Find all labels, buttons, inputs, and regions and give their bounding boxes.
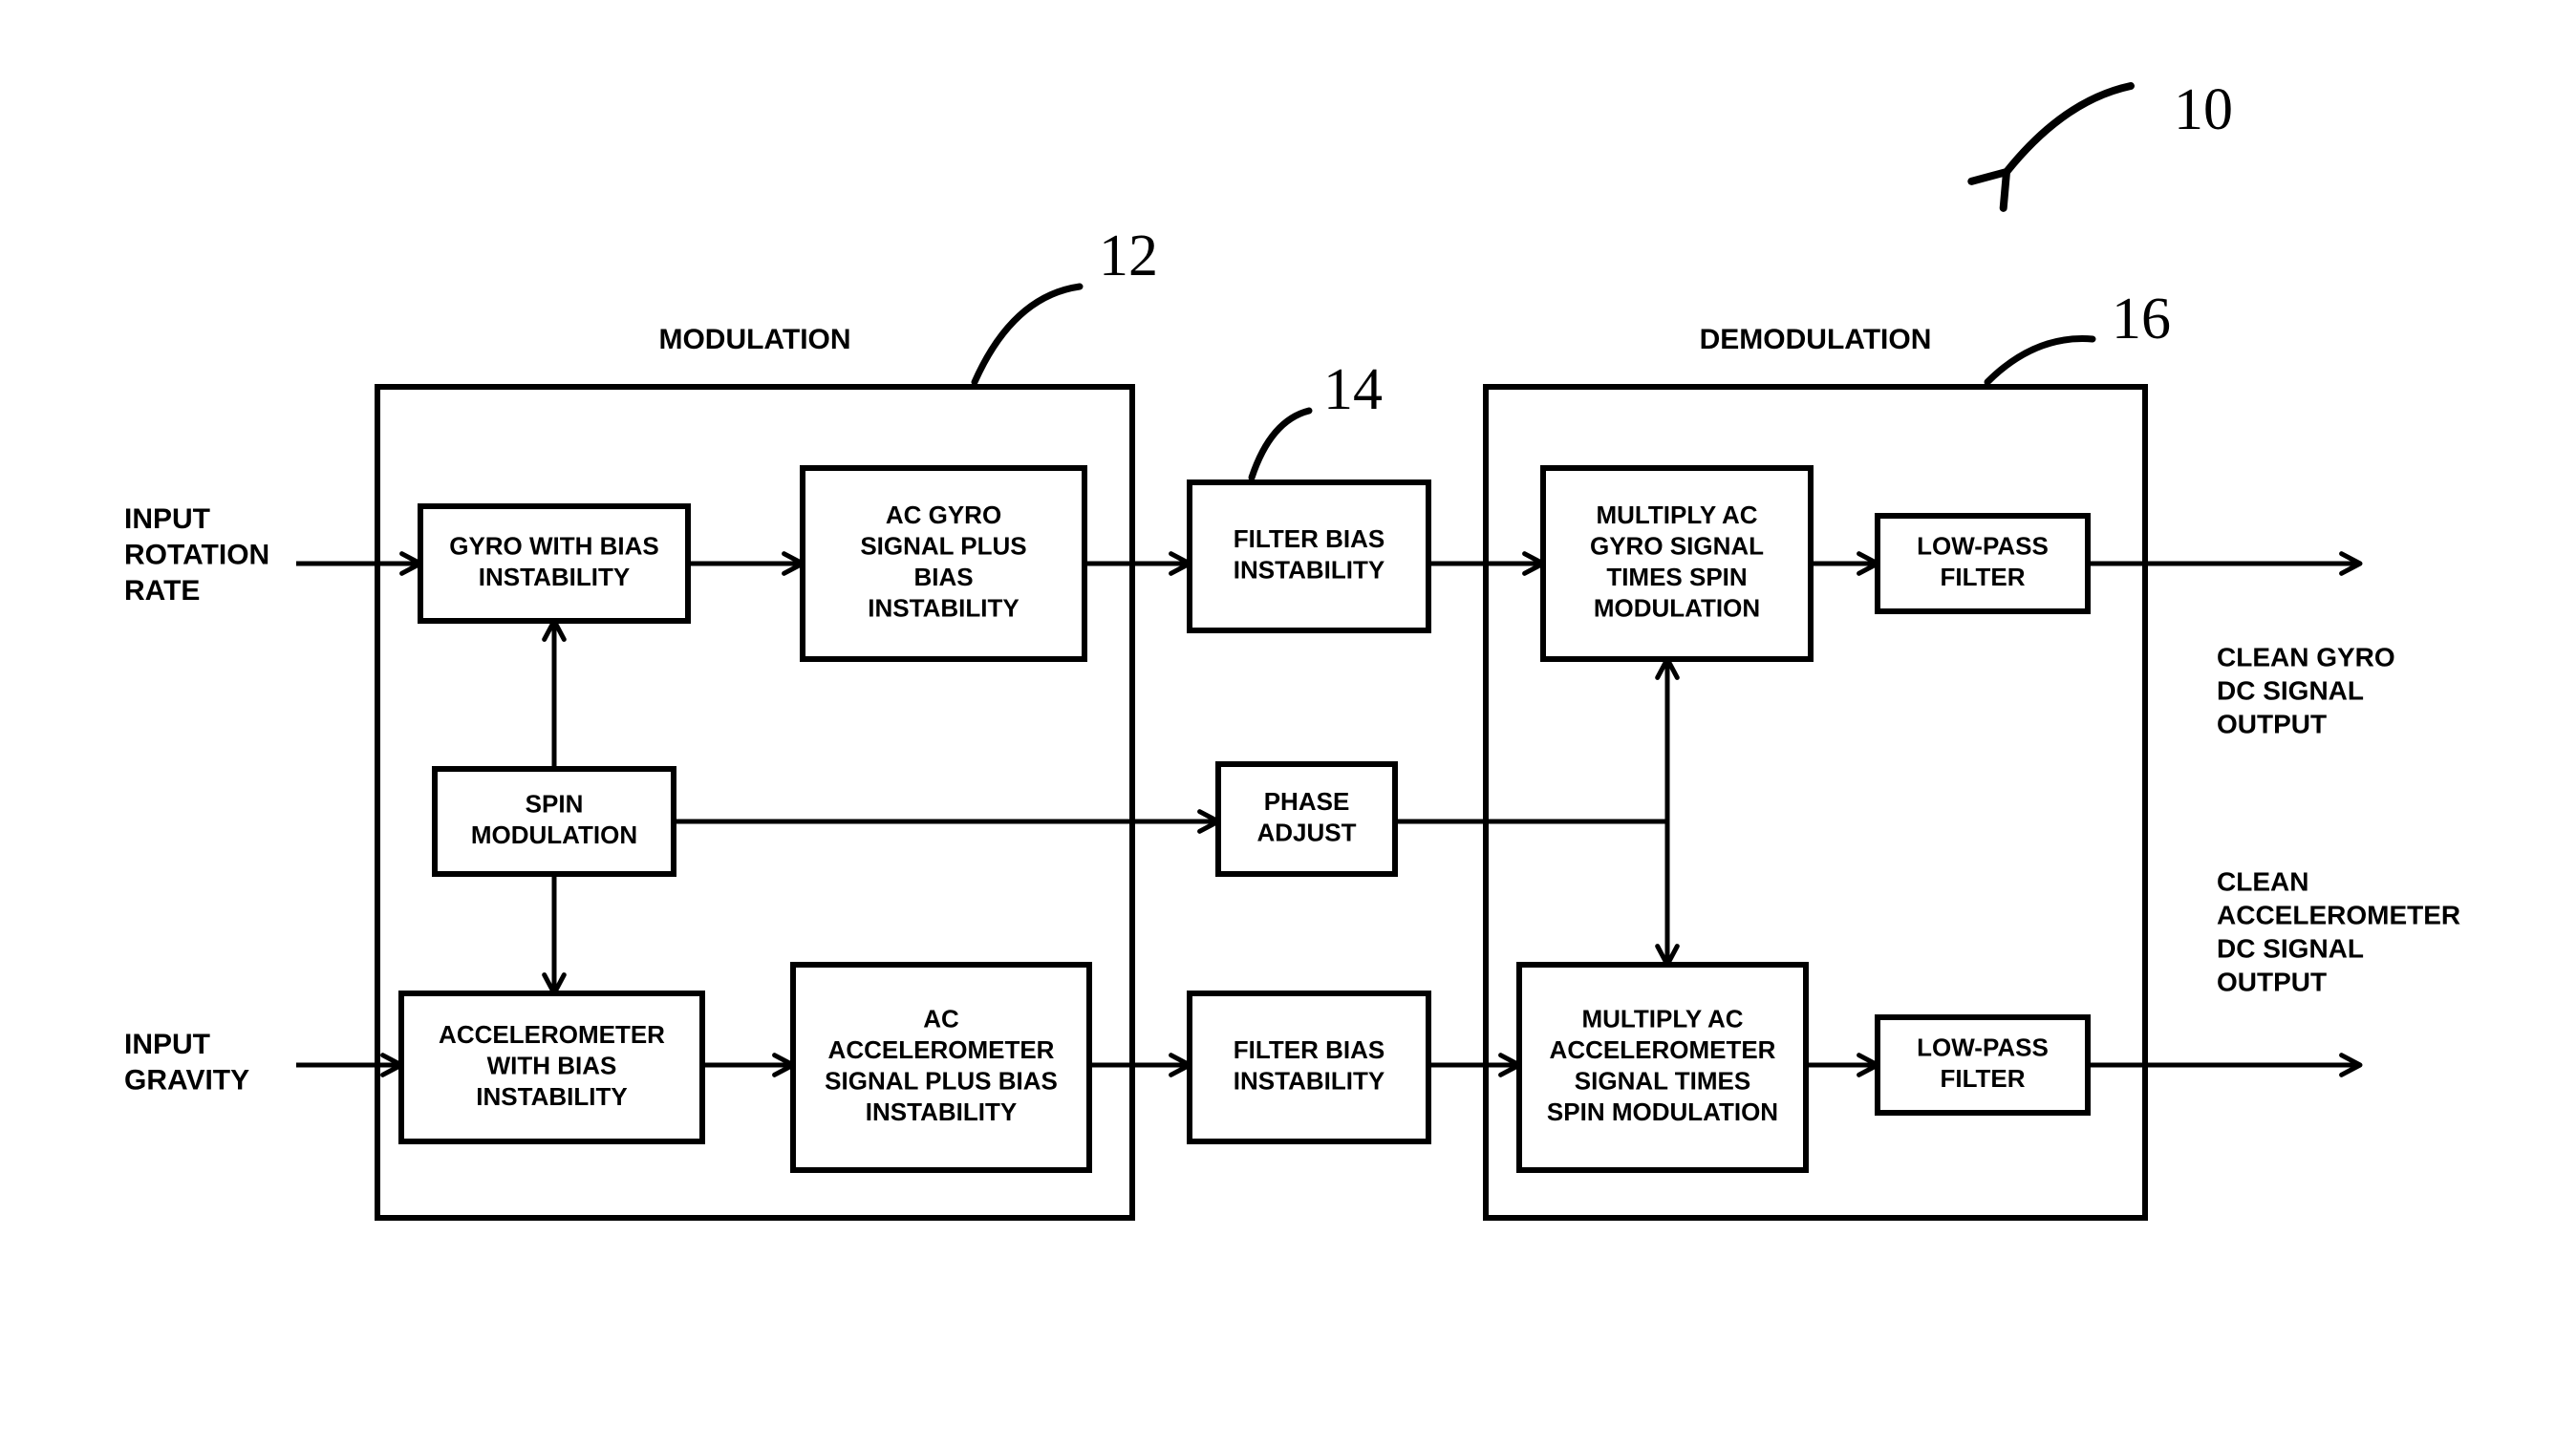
demodulation-frame-title: DEMODULATION	[1700, 324, 1932, 355]
input-rotation-label: INPUT	[124, 503, 210, 535]
lpfA-box-label: LOW-PASS	[1917, 1033, 2049, 1062]
output-gyro-label: DC SIGNAL	[2217, 675, 2364, 705]
lpfG-box-label: LOW-PASS	[1917, 532, 2049, 561]
accelBias-box-label: ACCELEROMETER	[439, 1020, 665, 1049]
ref-14: 14	[1323, 357, 1383, 422]
input-rotation-label: ROTATION	[124, 539, 269, 570]
spinMod-box-label: SPIN	[526, 790, 584, 819]
phaseAdj-box-label: PHASE	[1264, 787, 1350, 816]
output-gyro-label: CLEAN GYRO	[2217, 642, 2395, 671]
ref-10: 10	[2174, 77, 2233, 142]
multA-box-label: SPIN MODULATION	[1547, 1097, 1778, 1126]
input-gravity-label: GRAVITY	[124, 1064, 249, 1096]
accelBias-box-label: INSTABILITY	[476, 1082, 627, 1111]
acGyro-box-label: SIGNAL PLUS	[860, 532, 1026, 561]
output-accel-label: DC SIGNAL	[2217, 933, 2364, 963]
multA-box-label: ACCELEROMETER	[1550, 1035, 1776, 1064]
output-accel-label: CLEAN	[2217, 866, 2308, 896]
multG-box-label: MULTIPLY AC	[1596, 501, 1757, 529]
acAccel-box-label: INSTABILITY	[866, 1097, 1017, 1126]
acGyro-box-label: BIAS	[913, 563, 973, 591]
acGyro-box-label: AC GYRO	[886, 501, 1001, 529]
input-gravity-label: INPUT	[124, 1029, 210, 1060]
filterA-box-label: FILTER BIAS	[1234, 1035, 1385, 1064]
acAccel-box-label: ACCELEROMETER	[828, 1035, 1055, 1064]
ref-16: 16	[2112, 287, 2171, 352]
multA-box-label: SIGNAL TIMES	[1575, 1067, 1750, 1096]
spinMod-box-label: MODULATION	[471, 820, 637, 849]
output-accel-label: ACCELEROMETER	[2217, 900, 2460, 929]
accelBias-box-label: WITH BIAS	[487, 1051, 617, 1079]
filterA-box-label: INSTABILITY	[1234, 1067, 1385, 1096]
output-gyro-label: OUTPUT	[2217, 709, 2327, 738]
multA-box-label: MULTIPLY AC	[1581, 1005, 1743, 1033]
phaseAdj-box-label: ADJUST	[1256, 819, 1356, 847]
acAccel-box-label: SIGNAL PLUS BIAS	[825, 1067, 1058, 1096]
modulation-frame-title: MODULATION	[658, 324, 850, 355]
acGyro-box-label: INSTABILITY	[868, 594, 1019, 623]
output-accel-label: OUTPUT	[2217, 967, 2327, 996]
input-rotation-label: RATE	[124, 575, 200, 607]
diagram-canvas: MODULATIONDEMODULATIONGYRO WITH BIASINST…	[0, 0, 2576, 1449]
multG-box-label: TIMES SPIN	[1606, 563, 1747, 591]
filterG-box-label: INSTABILITY	[1234, 556, 1385, 585]
gyroBias-box-label: INSTABILITY	[479, 563, 630, 591]
acAccel-box-label: AC	[923, 1005, 959, 1033]
lpfG-box-label: FILTER	[1940, 563, 2025, 591]
ref-12: 12	[1099, 224, 1158, 288]
filterG-box-label: FILTER BIAS	[1234, 524, 1385, 553]
multG-box-label: GYRO SIGNAL	[1590, 532, 1764, 561]
lpfA-box-label: FILTER	[1940, 1064, 2025, 1093]
gyroBias-box-label: GYRO WITH BIAS	[449, 532, 659, 561]
multG-box-label: MODULATION	[1594, 594, 1760, 623]
